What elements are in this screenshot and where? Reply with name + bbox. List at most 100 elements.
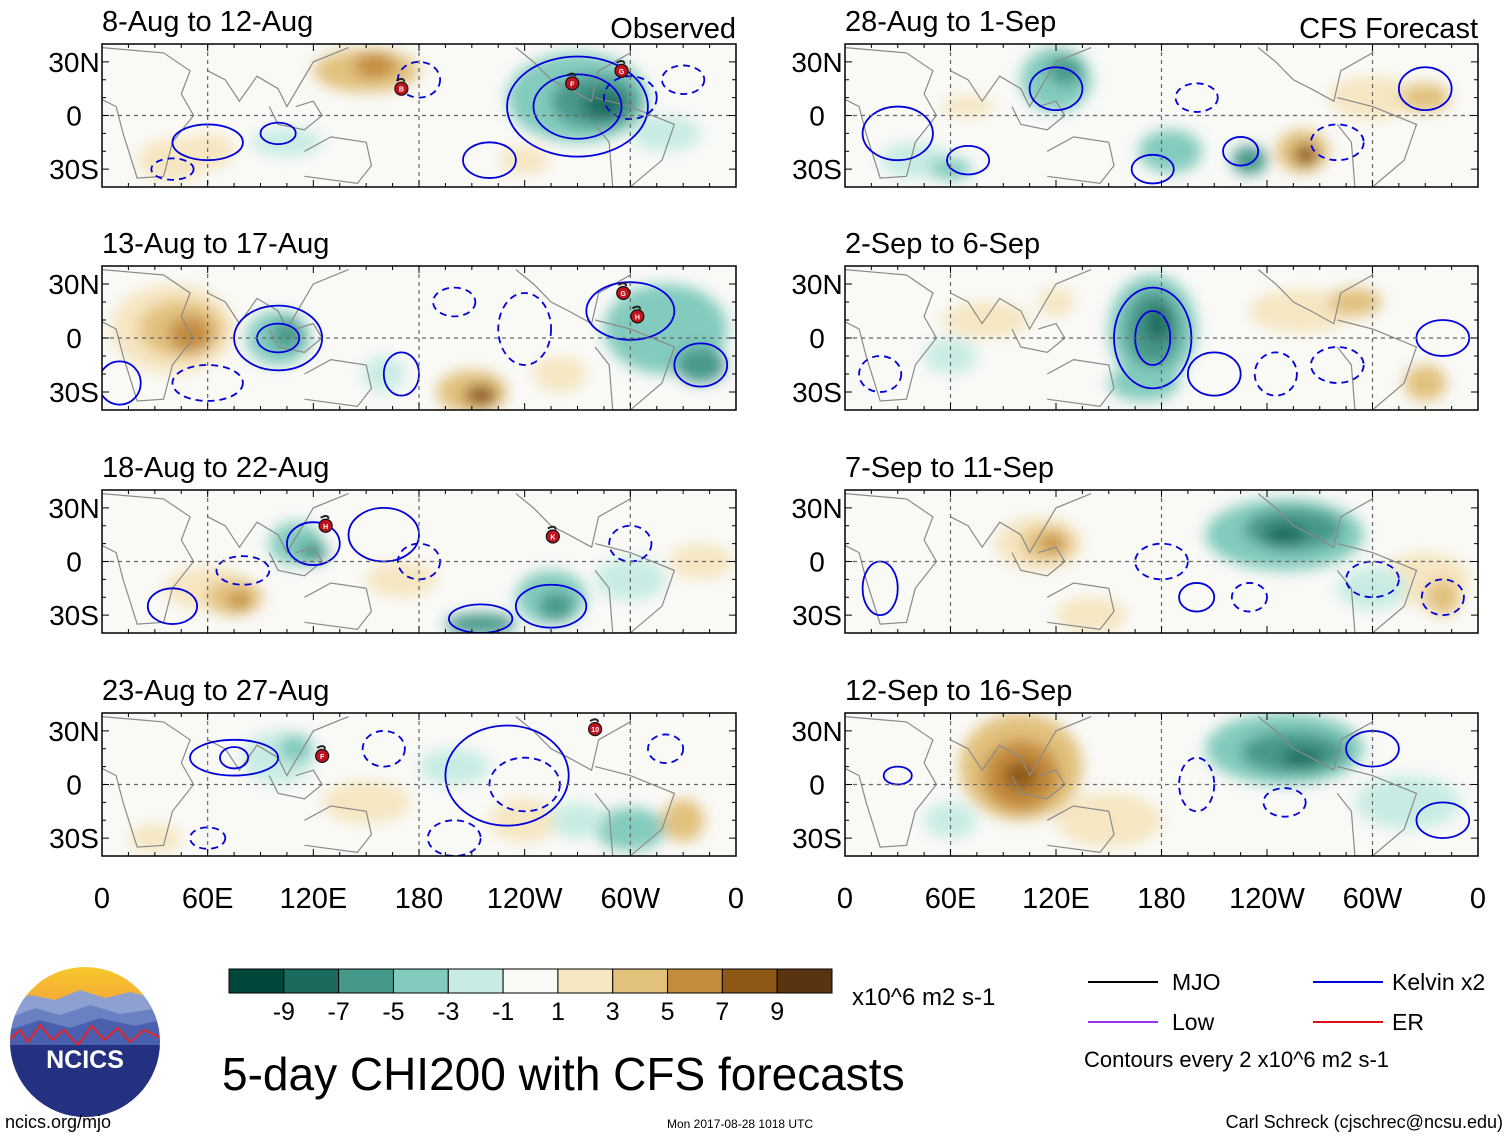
kelvin-contour	[506, 55, 649, 158]
kelvin-contour	[1415, 801, 1471, 840]
storm-tail	[617, 282, 628, 287]
anomaly-shading	[582, 90, 626, 120]
kelvin-contour	[189, 826, 227, 850]
y-tick-label: 0	[809, 547, 825, 578]
coastline	[304, 136, 373, 185]
anomaly-shading	[278, 734, 314, 764]
panel-period: 8-Aug to 12-Aug	[102, 6, 313, 38]
anomaly-shading	[322, 780, 411, 824]
coastlines	[102, 269, 676, 410]
storm-dot	[315, 748, 330, 764]
kelvin-contour	[532, 73, 623, 140]
coastlines	[845, 716, 1418, 856]
anomaly-shading	[366, 561, 437, 598]
coastline	[207, 47, 349, 108]
coastline	[268, 322, 323, 354]
y-tick-label: 30S	[49, 377, 99, 408]
kelvin-contour	[882, 765, 913, 786]
panel-5: 30N 0 30S 28-Aug to 1-Sep CFS Forecast	[791, 6, 1479, 188]
storm-id: G	[619, 69, 625, 76]
panel-2: 30N 0 30S 13-Aug to 17-Aug G H	[48, 228, 737, 411]
anomaly-shading	[1425, 579, 1461, 616]
kelvin-contour	[259, 121, 297, 146]
kelvin-contour	[1345, 560, 1400, 599]
panel-period: 28-Aug to 1-Sep	[845, 6, 1056, 38]
coastline	[1336, 97, 1418, 187]
storm-id: H	[323, 524, 328, 531]
anomaly-shading	[662, 798, 705, 842]
anomaly-field	[994, 498, 1470, 633]
storm-tail	[395, 77, 406, 82]
coastline	[268, 100, 323, 131]
anomaly-shading	[464, 384, 497, 407]
coastline	[304, 358, 373, 408]
y-tick-label: 30S	[49, 823, 99, 854]
coastline	[594, 766, 676, 856]
y-tick-label: 30N	[791, 47, 842, 78]
storm-marker: G	[614, 60, 629, 78]
kelvin-contour	[286, 521, 341, 566]
anomaly-shading	[500, 145, 550, 175]
kelvin-contour	[673, 342, 729, 388]
coastline	[515, 716, 631, 772]
colorbar-swatch	[392, 968, 449, 994]
coastline	[1011, 100, 1066, 131]
anomaly-shading	[1145, 305, 1171, 342]
x-tick-label: 60E	[925, 883, 977, 915]
kelvin-contour	[448, 603, 514, 633]
kelvin-contour	[1174, 82, 1219, 113]
panel-label: Observed	[610, 13, 736, 45]
y-tick-label: 30S	[792, 823, 842, 854]
anomaly-shading	[1328, 76, 1417, 120]
kelvin-contour	[1028, 66, 1084, 112]
storm-tail	[316, 745, 327, 750]
kelvin-contour	[444, 724, 570, 827]
kelvin-contour	[219, 746, 250, 770]
colorbar-label: 9	[770, 998, 784, 1026]
x-tick-label: 180	[1137, 883, 1185, 915]
legend-label-er: ER	[1392, 1009, 1424, 1035]
storm-dot	[614, 63, 629, 78]
panel-3: 30N 0 30S 18-Aug to 22-Aug H K	[48, 452, 737, 634]
coastline	[845, 716, 938, 848]
y-tick-label: 30S	[792, 154, 842, 185]
storm-marker: H	[630, 305, 645, 324]
coastline	[1011, 322, 1066, 354]
storm-tail	[616, 60, 626, 65]
kelvin-contour	[462, 141, 517, 179]
anomaly-field	[128, 730, 705, 853]
y-tick-label: 0	[66, 101, 82, 132]
legend: MJO Kelvin x2 Low ER Contours every 2 x1…	[1084, 969, 1485, 1072]
coastline	[1336, 543, 1418, 633]
anomaly-shading	[676, 347, 726, 383]
kelvin-contour	[150, 157, 195, 181]
anomaly-shading	[1354, 775, 1461, 830]
kelvin-contour	[1262, 787, 1307, 818]
storm-id: 10	[591, 727, 599, 734]
x-tick-label: 120W	[487, 883, 563, 915]
kelvin-contour	[146, 587, 198, 625]
legend-label-low: Low	[1172, 1009, 1215, 1035]
storm-id: H	[635, 314, 640, 321]
storm-id: F	[320, 754, 325, 761]
anomaly-shading	[533, 356, 587, 392]
panel-8: 30N 0 30S 12-Sep to 16-Sep	[791, 675, 1479, 857]
colorbar-label: 1	[551, 998, 565, 1026]
y-tick-label: 30N	[791, 716, 842, 747]
storm-dot	[588, 721, 603, 737]
anomaly-shading	[1056, 597, 1127, 633]
anomaly-shading	[271, 320, 303, 349]
x-tick-label: 120E	[1022, 883, 1090, 915]
coastline	[207, 493, 349, 554]
panel-7: 30N 0 30S 7-Sep to 11-Sep	[791, 452, 1479, 634]
kelvin-contour	[1186, 351, 1242, 397]
coastline	[1046, 805, 1115, 854]
coastline	[845, 493, 938, 625]
coastline	[207, 269, 349, 331]
colorbar-swatch	[776, 968, 833, 994]
main-title: 5-day CHI200 with CFS forecasts	[222, 1048, 905, 1100]
colorbar-label: -3	[437, 998, 459, 1026]
panel-period: 12-Sep to 16-Sep	[845, 675, 1072, 707]
panel-label: CFS Forecast	[1299, 13, 1478, 45]
storm-marker: G	[616, 282, 631, 301]
